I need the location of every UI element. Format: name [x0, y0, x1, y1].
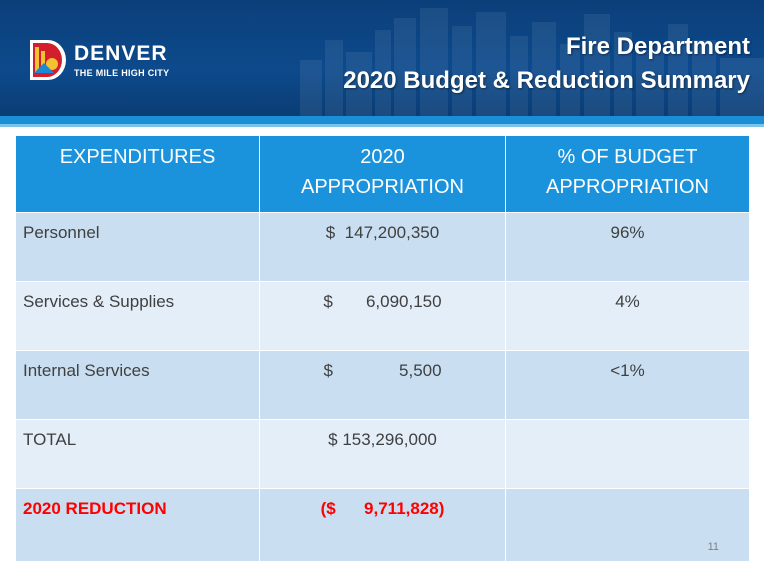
table-row: Services & Supplies $ 6,090,150 4% [15, 281, 750, 351]
page-number: 11 [707, 541, 719, 553]
row-percent: 4% [505, 281, 750, 351]
total-percent [505, 419, 750, 489]
header-percent-line-2: APPROPRIATION [546, 176, 709, 198]
header-percent: % OF BUDGET APPROPRIATION [505, 135, 750, 213]
row-amount: $ 147,200,350 [259, 212, 506, 282]
slide-header: DENVER THE MILE HIGH CITY Fire Departmen… [0, 0, 764, 116]
header-accent-stripe [0, 116, 764, 124]
header-expenditures: EXPENDITURES [15, 135, 260, 213]
row-amount: $ 5,500 [259, 350, 506, 420]
title-line-2: 2020 Budget & Reduction Summary [343, 67, 750, 94]
header-appropriation-line-2: APPROPRIATION [301, 176, 464, 198]
table-row: Personnel $ 147,200,350 96% [15, 212, 750, 282]
budget-summary-table: EXPENDITURES 2020 APPROPRIATION % OF BUD… [15, 135, 750, 562]
logo-wordmark: DENVER [74, 42, 168, 65]
row-label: Services & Supplies [15, 281, 260, 351]
reduction-percent [505, 488, 750, 562]
header-percent-line-1: % OF BUDGET [557, 146, 698, 168]
logo-tagline: THE MILE HIGH CITY [74, 68, 170, 78]
reduction-label: 2020 REDUCTION [15, 488, 260, 562]
table-header-row: EXPENDITURES 2020 APPROPRIATION % OF BUD… [15, 135, 750, 213]
header-expenditures-line: EXPENDITURES [59, 146, 216, 168]
reduction-amount: ($ 9,711,828) [259, 488, 506, 562]
row-amount: $ 6,090,150 [259, 281, 506, 351]
row-percent: <1% [505, 350, 750, 420]
row-percent: 96% [505, 212, 750, 282]
header-appropriation: 2020 APPROPRIATION [259, 135, 506, 213]
header-appropriation-line-1: 2020 [360, 146, 405, 168]
table-row: Internal Services $ 5,500 <1% [15, 350, 750, 420]
denver-emblem-icon [30, 40, 66, 80]
table-row-total: TOTAL $ 153,296,000 [15, 419, 750, 489]
title-line-1: Fire Department [565, 33, 750, 60]
slide-title: Fire Department 2020 Budget & Reduction … [343, 30, 750, 98]
denver-logo: DENVER THE MILE HIGH CITY [26, 38, 186, 84]
total-amount: $ 153,296,000 [259, 419, 506, 489]
city-skyline-graphic [300, 8, 764, 116]
total-label: TOTAL [15, 419, 260, 489]
row-label: Internal Services [15, 350, 260, 420]
table-row-reduction: 2020 REDUCTION ($ 9,711,828) [15, 488, 750, 562]
header-accent-stripe-light [0, 124, 764, 127]
row-label: Personnel [15, 212, 260, 282]
